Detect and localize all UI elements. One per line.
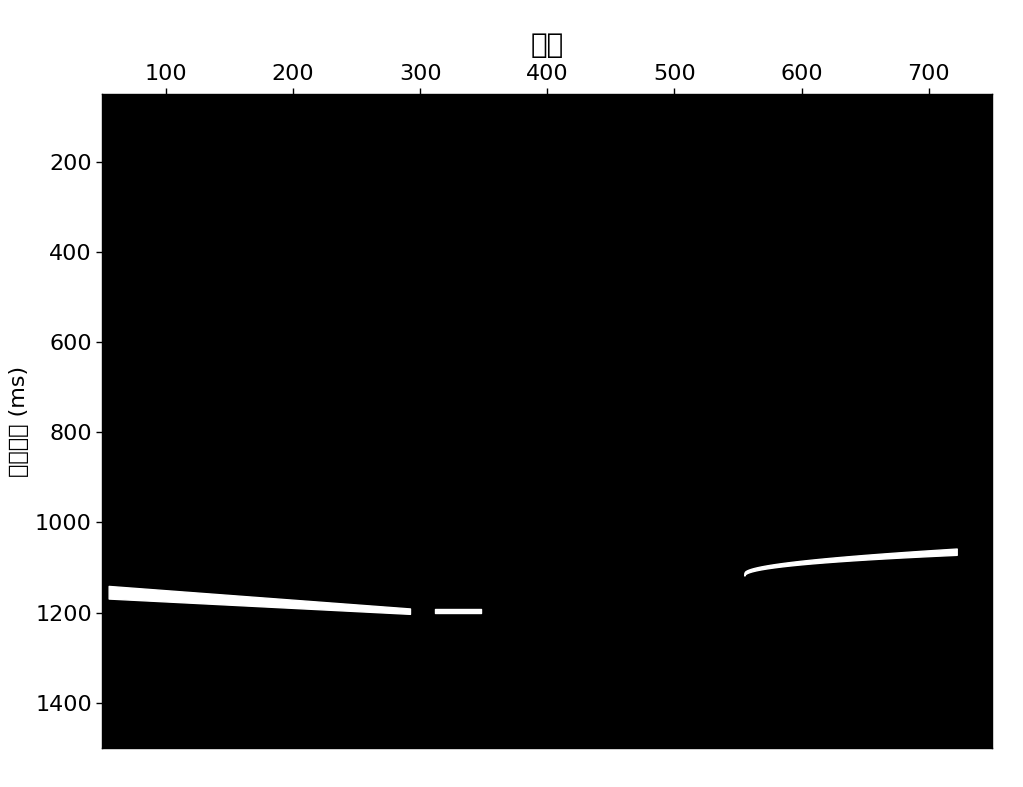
Title: 道集: 道集 [531, 31, 564, 59]
Y-axis label: 时间深度 (ms): 时间深度 (ms) [9, 365, 30, 477]
